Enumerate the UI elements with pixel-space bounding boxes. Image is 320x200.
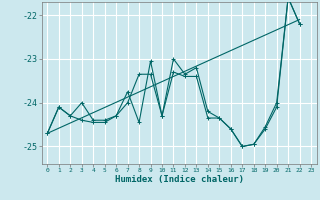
X-axis label: Humidex (Indice chaleur): Humidex (Indice chaleur) — [115, 175, 244, 184]
